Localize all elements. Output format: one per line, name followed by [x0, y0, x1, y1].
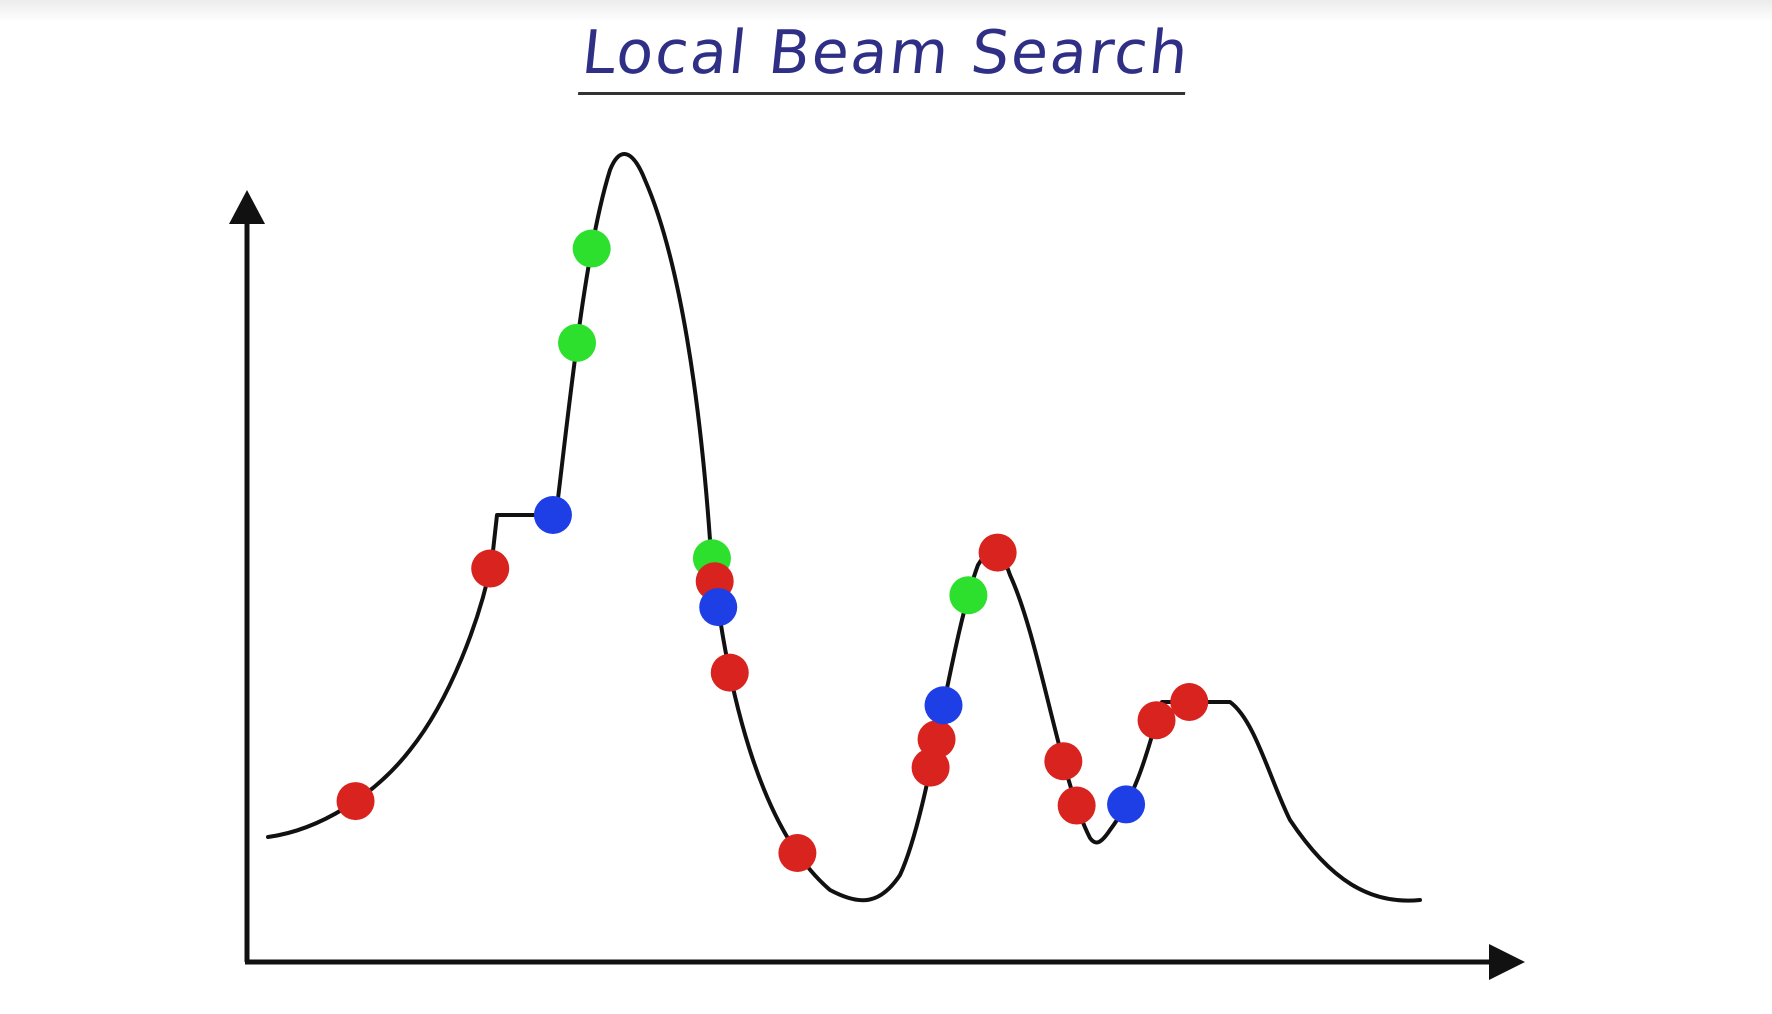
top-bar [0, 0, 1772, 22]
y-axis [229, 190, 265, 962]
x-axis [245, 944, 1525, 980]
red-search-state-point [917, 720, 956, 759]
red-search-state-point [471, 549, 510, 588]
blue-search-state-point [533, 496, 572, 534]
blue-search-state-point [1107, 785, 1146, 824]
red-search-state-point [1044, 742, 1083, 781]
red-search-state-point [978, 533, 1017, 572]
y-axis-arrowhead [229, 190, 265, 224]
blue-search-state-point [699, 588, 738, 627]
red-search-state-point [1137, 701, 1176, 740]
red-search-state-point [1170, 683, 1209, 721]
green-search-state-point [572, 229, 611, 268]
x-axis-arrowhead [1489, 944, 1525, 980]
points-layer [336, 229, 1209, 873]
red-search-state-point [778, 834, 817, 873]
green-search-state-point [558, 323, 597, 362]
red-search-state-point [336, 782, 375, 821]
red-search-state-point [1057, 786, 1096, 825]
landscape-curve [266, 152, 1422, 903]
red-search-state-point [911, 748, 950, 787]
blue-search-state-point [924, 686, 963, 725]
green-search-state-point [949, 576, 988, 615]
red-search-state-point [710, 653, 749, 692]
